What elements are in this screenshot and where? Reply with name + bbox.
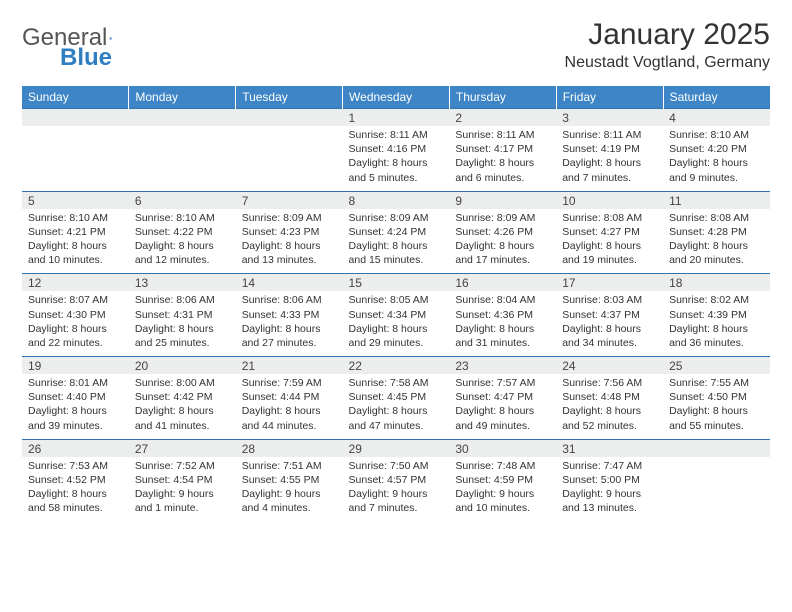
day-number: 18	[663, 274, 770, 292]
day-info: Sunrise: 7:48 AMSunset: 4:59 PMDaylight:…	[449, 457, 556, 522]
day-number: 17	[556, 274, 663, 292]
day-info: Sunrise: 8:10 AMSunset: 4:20 PMDaylight:…	[663, 126, 770, 191]
day-info-row: Sunrise: 7:53 AMSunset: 4:52 PMDaylight:…	[22, 457, 770, 522]
weekday-header: Monday	[129, 86, 236, 109]
day-number: 9	[449, 191, 556, 209]
day-info: Sunrise: 8:02 AMSunset: 4:39 PMDaylight:…	[663, 291, 770, 356]
day-info: Sunrise: 8:09 AMSunset: 4:24 PMDaylight:…	[343, 209, 450, 274]
day-number: 10	[556, 191, 663, 209]
day-number: 24	[556, 357, 663, 375]
day-number: 11	[663, 191, 770, 209]
day-number: 7	[236, 191, 343, 209]
day-info: Sunrise: 7:55 AMSunset: 4:50 PMDaylight:…	[663, 374, 770, 439]
weekday-header: Saturday	[663, 86, 770, 109]
day-info: Sunrise: 8:06 AMSunset: 4:31 PMDaylight:…	[129, 291, 236, 356]
day-info: Sunrise: 8:09 AMSunset: 4:23 PMDaylight:…	[236, 209, 343, 274]
day-info: Sunrise: 7:56 AMSunset: 4:48 PMDaylight:…	[556, 374, 663, 439]
day-number-row: 567891011	[22, 191, 770, 209]
day-number: 5	[22, 191, 129, 209]
weekday-header: Thursday	[449, 86, 556, 109]
day-info: Sunrise: 8:11 AMSunset: 4:19 PMDaylight:…	[556, 126, 663, 191]
day-info: Sunrise: 7:52 AMSunset: 4:54 PMDaylight:…	[129, 457, 236, 522]
day-number: 23	[449, 357, 556, 375]
day-number	[22, 109, 129, 127]
day-number: 21	[236, 357, 343, 375]
day-info: Sunrise: 7:58 AMSunset: 4:45 PMDaylight:…	[343, 374, 450, 439]
day-info	[129, 126, 236, 191]
day-info: Sunrise: 8:08 AMSunset: 4:28 PMDaylight:…	[663, 209, 770, 274]
day-info: Sunrise: 7:53 AMSunset: 4:52 PMDaylight:…	[22, 457, 129, 522]
day-number: 3	[556, 109, 663, 127]
month-title: January 2025	[565, 18, 770, 52]
logo-text-2: Blue	[60, 44, 112, 72]
day-number-row: 1234	[22, 109, 770, 127]
day-number	[236, 109, 343, 127]
day-info: Sunrise: 7:59 AMSunset: 4:44 PMDaylight:…	[236, 374, 343, 439]
day-info: Sunrise: 8:05 AMSunset: 4:34 PMDaylight:…	[343, 291, 450, 356]
weekday-header: Sunday	[22, 86, 129, 109]
day-info-row: Sunrise: 8:10 AMSunset: 4:21 PMDaylight:…	[22, 209, 770, 274]
day-info: Sunrise: 8:10 AMSunset: 4:21 PMDaylight:…	[22, 209, 129, 274]
day-info: Sunrise: 7:50 AMSunset: 4:57 PMDaylight:…	[343, 457, 450, 522]
day-number	[129, 109, 236, 127]
day-number: 13	[129, 274, 236, 292]
day-info-row: Sunrise: 8:01 AMSunset: 4:40 PMDaylight:…	[22, 374, 770, 439]
day-number: 14	[236, 274, 343, 292]
day-info: Sunrise: 8:00 AMSunset: 4:42 PMDaylight:…	[129, 374, 236, 439]
day-number: 25	[663, 357, 770, 375]
day-number: 26	[22, 439, 129, 457]
day-number: 16	[449, 274, 556, 292]
day-number-row: 19202122232425	[22, 357, 770, 375]
day-info: Sunrise: 8:01 AMSunset: 4:40 PMDaylight:…	[22, 374, 129, 439]
day-number-row: 12131415161718	[22, 274, 770, 292]
day-info	[22, 126, 129, 191]
calendar-table: Sunday Monday Tuesday Wednesday Thursday…	[22, 86, 770, 521]
day-number	[663, 439, 770, 457]
day-info	[236, 126, 343, 191]
day-info: Sunrise: 7:47 AMSunset: 5:00 PMDaylight:…	[556, 457, 663, 522]
weekday-header: Wednesday	[343, 86, 450, 109]
day-number: 1	[343, 109, 450, 127]
day-number: 6	[129, 191, 236, 209]
day-number: 12	[22, 274, 129, 292]
day-info: Sunrise: 8:04 AMSunset: 4:36 PMDaylight:…	[449, 291, 556, 356]
weekday-header: Friday	[556, 86, 663, 109]
weekday-header-row: Sunday Monday Tuesday Wednesday Thursday…	[22, 86, 770, 109]
day-info: Sunrise: 8:09 AMSunset: 4:26 PMDaylight:…	[449, 209, 556, 274]
day-number: 19	[22, 357, 129, 375]
day-number-row: 262728293031	[22, 439, 770, 457]
day-number: 28	[236, 439, 343, 457]
day-info: Sunrise: 8:06 AMSunset: 4:33 PMDaylight:…	[236, 291, 343, 356]
day-number: 29	[343, 439, 450, 457]
day-number: 31	[556, 439, 663, 457]
day-number: 8	[343, 191, 450, 209]
day-info: Sunrise: 8:11 AMSunset: 4:17 PMDaylight:…	[449, 126, 556, 191]
title-block: January 2025 Neustadt Vogtland, Germany	[565, 18, 770, 72]
day-number: 4	[663, 109, 770, 127]
day-info: Sunrise: 8:08 AMSunset: 4:27 PMDaylight:…	[556, 209, 663, 274]
location: Neustadt Vogtland, Germany	[565, 54, 770, 72]
day-number: 20	[129, 357, 236, 375]
day-info: Sunrise: 7:57 AMSunset: 4:47 PMDaylight:…	[449, 374, 556, 439]
day-number: 2	[449, 109, 556, 127]
day-number: 15	[343, 274, 450, 292]
day-info: Sunrise: 8:03 AMSunset: 4:37 PMDaylight:…	[556, 291, 663, 356]
day-info: Sunrise: 8:10 AMSunset: 4:22 PMDaylight:…	[129, 209, 236, 274]
day-info	[663, 457, 770, 522]
day-info: Sunrise: 8:11 AMSunset: 4:16 PMDaylight:…	[343, 126, 450, 191]
day-number: 30	[449, 439, 556, 457]
day-number: 27	[129, 439, 236, 457]
weekday-header: Tuesday	[236, 86, 343, 109]
day-number: 22	[343, 357, 450, 375]
day-info-row: Sunrise: 8:11 AMSunset: 4:16 PMDaylight:…	[22, 126, 770, 191]
day-info-row: Sunrise: 8:07 AMSunset: 4:30 PMDaylight:…	[22, 291, 770, 356]
day-info: Sunrise: 7:51 AMSunset: 4:55 PMDaylight:…	[236, 457, 343, 522]
day-info: Sunrise: 8:07 AMSunset: 4:30 PMDaylight:…	[22, 291, 129, 356]
